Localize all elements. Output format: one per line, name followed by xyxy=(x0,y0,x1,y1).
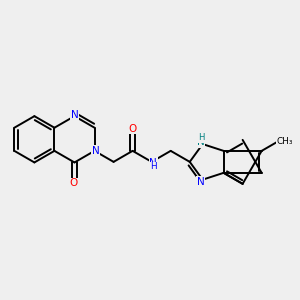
Text: N: N xyxy=(92,146,100,156)
Text: O: O xyxy=(128,124,137,134)
Text: N: N xyxy=(149,158,157,168)
Text: N: N xyxy=(197,176,205,187)
Text: O: O xyxy=(69,178,77,188)
Text: H: H xyxy=(150,163,157,172)
Text: N: N xyxy=(70,110,78,120)
Text: CH₃: CH₃ xyxy=(276,136,293,146)
Text: N: N xyxy=(197,137,205,147)
Text: H: H xyxy=(198,133,204,142)
